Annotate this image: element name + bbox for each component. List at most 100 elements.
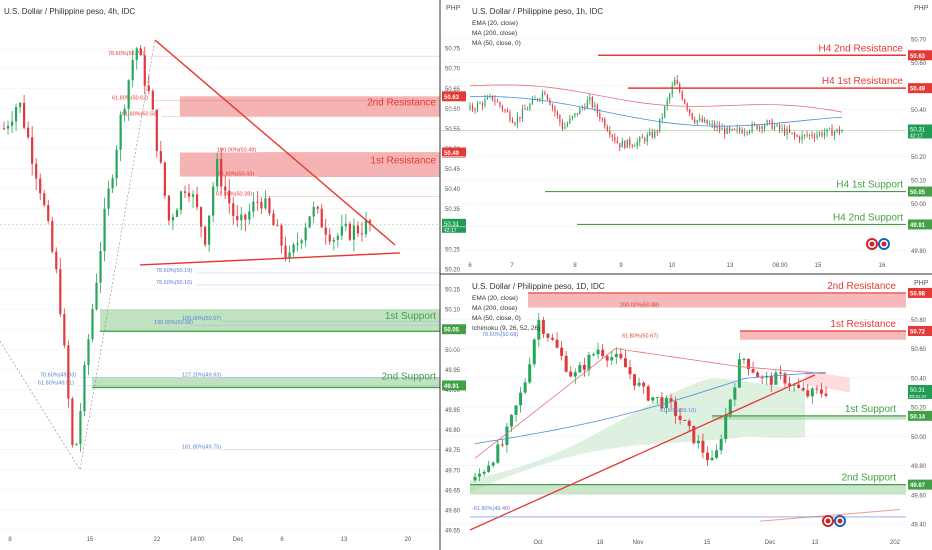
candle-body [838, 128, 841, 133]
candle-body [664, 106, 666, 117]
candle-body [248, 211, 251, 220]
candle-body [469, 105, 471, 110]
h1-currency-label: PHP [914, 5, 929, 12]
candle-body [610, 357, 614, 361]
h4-level-label: H4 2nd Resistance [819, 43, 904, 54]
us-ph-flags-icon[interactable] [822, 515, 846, 527]
level-price-tag-bg [908, 479, 932, 490]
candle-body [591, 97, 593, 108]
candle-body [687, 420, 691, 426]
h4-zones [92, 96, 440, 389]
level-price-tag-bg [908, 83, 932, 94]
x-tick-label: 20 [405, 537, 412, 543]
candle-body [824, 393, 828, 396]
y-tick-label: 49.65 [445, 488, 461, 494]
candle-body [582, 364, 586, 370]
candle-body [55, 251, 58, 270]
x-tick-label: 16 [879, 263, 886, 269]
level-price-tag: 50.14 [910, 414, 926, 420]
h1-chart-panel[interactable]: H4 2nd Resistance H4 1st Resistance H4 1st… [441, 7, 932, 269]
candle-body [642, 382, 646, 387]
candle-body [773, 126, 776, 130]
candle-body [719, 439, 723, 451]
candle-body [39, 178, 42, 194]
level-price-tag: 50.49 [910, 87, 926, 93]
candle-body [674, 79, 676, 86]
candle-body [760, 377, 764, 379]
candle-body [815, 388, 819, 390]
candle-body [571, 116, 573, 119]
d1-chart-panel[interactable]: 200.00%(50.88) 78.60%(50.68) 61.80%(50.67)… [441, 281, 932, 546]
candle-body [474, 109, 476, 111]
candle-body [473, 476, 477, 481]
candle-body [710, 457, 714, 461]
resistance-label: 2nd Resistance [367, 97, 436, 108]
candle-body [560, 347, 564, 356]
candle-body [252, 201, 255, 212]
indicator-legend-item: MA (200, close) [472, 305, 517, 312]
candle-body [564, 355, 568, 372]
candle-body [179, 191, 183, 210]
ichimoku-cloud-red [805, 370, 850, 393]
candle-body [139, 48, 142, 56]
us-ph-flags-icon[interactable] [866, 238, 890, 250]
candle-body [766, 120, 768, 126]
candle-body [786, 129, 788, 135]
x-tick-label: 22 [154, 537, 161, 543]
candle-body [75, 443, 78, 445]
candle-body [296, 243, 299, 245]
candle-body [660, 397, 664, 409]
level-price-tag: 49.67 [910, 483, 926, 489]
ichimoku-cloud-area [470, 378, 805, 492]
d1-chart-title: U.S. Dollar / Philippine peso, 1D, IDC [472, 282, 605, 291]
candle-body [524, 108, 526, 110]
candle-body [716, 125, 718, 129]
candle-body [523, 382, 527, 393]
candle-body [628, 367, 632, 375]
candle-body [494, 99, 496, 102]
candle-body [669, 398, 673, 402]
candle-body [272, 213, 275, 226]
y-tick-label: 49.40 [911, 523, 927, 529]
x-tick-label: 9 [619, 263, 623, 269]
candle-body [614, 136, 616, 141]
candle-body [99, 251, 102, 283]
candle-body [135, 48, 138, 61]
candle-body [626, 139, 628, 148]
candle-body [514, 122, 516, 125]
candle-body [111, 178, 114, 189]
candle-body [504, 109, 506, 111]
candle-body [651, 132, 653, 138]
ma50-line [469, 96, 843, 127]
candle-body [143, 55, 146, 86]
h4-level-label: H4 2nd Support [833, 212, 903, 223]
candle-body [792, 384, 796, 386]
candle-body [655, 397, 659, 399]
candle-body [756, 372, 760, 378]
y-tick-label: 50.80 [911, 318, 927, 324]
candle-body [631, 145, 633, 147]
candle-body [836, 128, 838, 132]
h4-chart-panel[interactable]: 78.60%(50.73) 61.80%(50.62) 61.80%(50.58) 1… [0, 7, 466, 543]
candle-body [131, 60, 134, 81]
candle-body [726, 127, 728, 134]
candle-body [669, 94, 671, 100]
candle-body [586, 100, 588, 109]
candle-body [559, 115, 561, 123]
candle-body [501, 105, 504, 110]
candle-body [208, 215, 211, 245]
candle-body [641, 137, 643, 139]
y-tick-label: 50.40 [911, 108, 927, 114]
candle-body [127, 80, 130, 109]
candle-body [721, 127, 723, 130]
fib-label: 130.00%(50.06) [154, 320, 193, 326]
x-tick-label: 7 [510, 263, 514, 269]
candle-body [83, 364, 86, 412]
candle-body [280, 225, 283, 246]
candle-body [788, 383, 792, 386]
candle-body [244, 214, 247, 220]
candle-body [574, 113, 576, 117]
y-tick-label: 50.40 [911, 376, 927, 382]
candle-body [683, 419, 687, 421]
fib-label: 61.80%(50.16) [660, 408, 696, 414]
